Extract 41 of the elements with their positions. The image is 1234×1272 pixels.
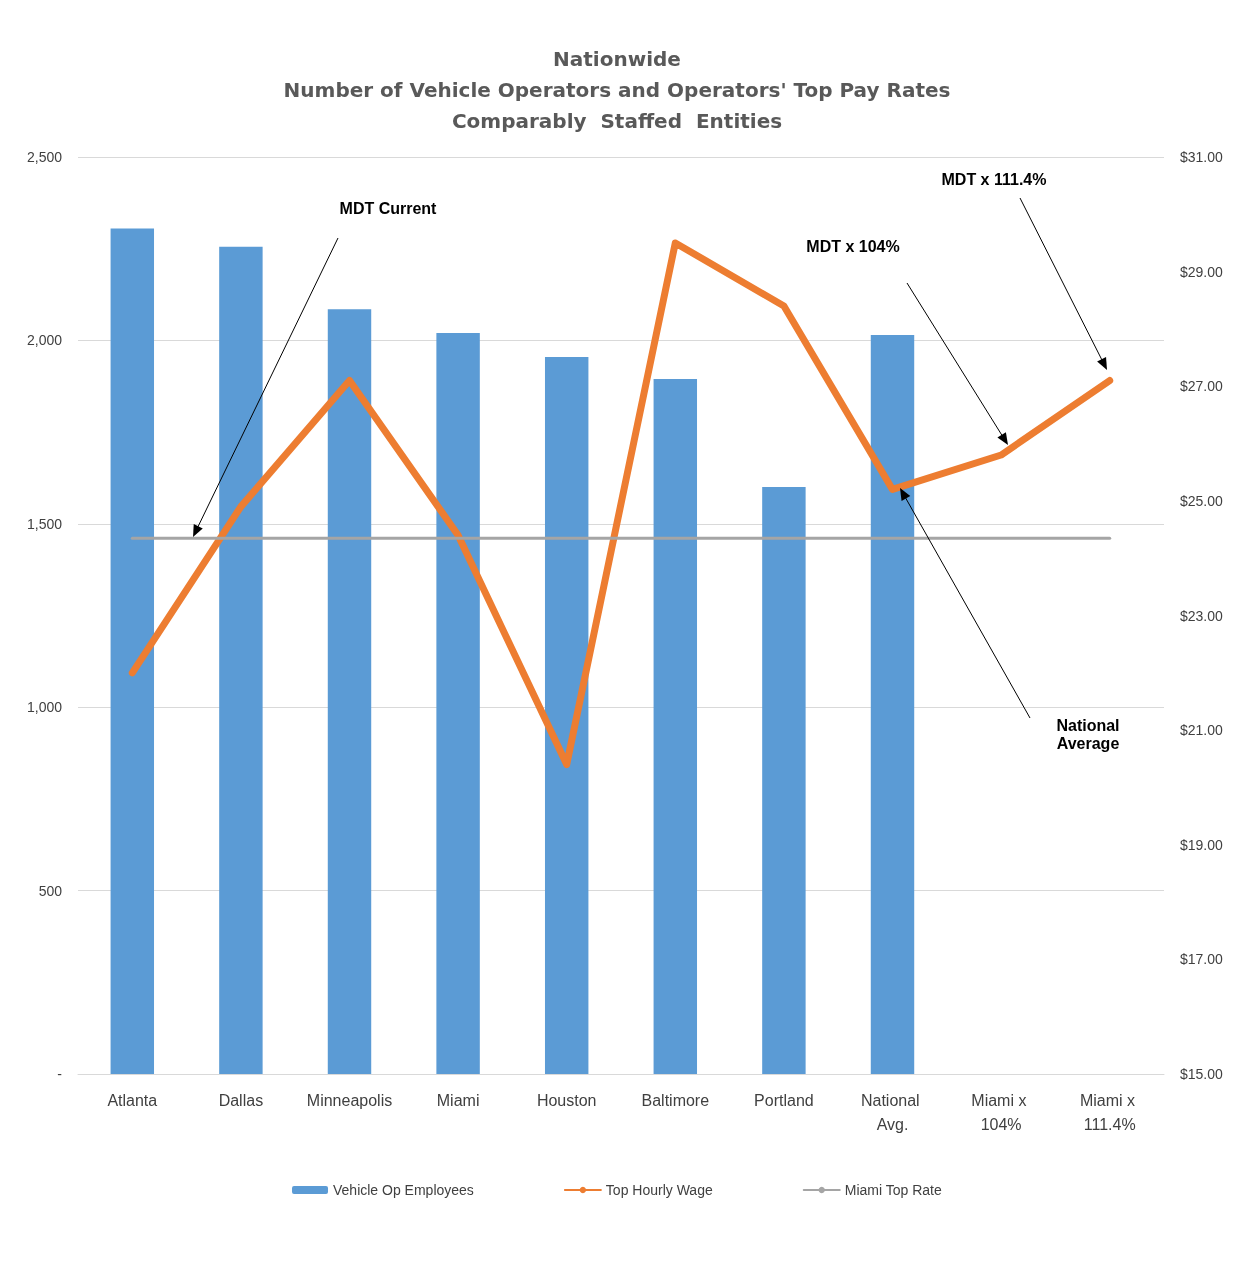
x-tick-label: Minneapolis (306, 1091, 393, 1109)
x-tick-label: National Avg. (860, 1091, 925, 1133)
bar (544, 356, 589, 1074)
legend-label: Miami Top Rate (844, 1182, 942, 1198)
annotation: National Average (1055, 717, 1121, 753)
legend-label: Top Hourly Wage (605, 1182, 713, 1198)
x-tick-label: Dallas (218, 1091, 264, 1109)
y2-tick-label: $21.00 (1180, 722, 1224, 739)
y2-tick-label: $27.00 (1180, 378, 1224, 395)
bar (327, 309, 372, 1074)
legend-label: Vehicle Op Employees (333, 1182, 474, 1198)
y-tick-label: 2,000 (26, 332, 63, 349)
y2-tick-label: $29.00 (1180, 263, 1224, 280)
y-tick-label: 2,500 (26, 149, 63, 165)
y2-tick-label: $19.00 (1180, 836, 1224, 853)
bar (870, 334, 915, 1074)
bar (436, 333, 480, 1074)
x-tick-label: Baltimore (641, 1091, 710, 1109)
y-tick-label: 1,000 (26, 699, 63, 716)
x-tick-label: Miami (436, 1091, 480, 1109)
annotation: MDT x 104% (805, 238, 901, 256)
y2-tick-label: $31.00 (1180, 149, 1224, 165)
annotation: MDT Current (338, 200, 438, 218)
bar (110, 228, 155, 1074)
x-tick-label: Portland (754, 1091, 814, 1109)
x-tick-label: Miami x 111.4% (1079, 1091, 1140, 1133)
bar (653, 378, 698, 1074)
x-tick-label: Miami x 104% (971, 1091, 1031, 1133)
y2-tick-label: $15.00 (1180, 1066, 1224, 1082)
chart-title: Nationwide Number of Vehicle Operators and Operators' Top Pay Rates Comparably Staffed Entities (283, 46, 951, 133)
x-tick-label: Houston (536, 1091, 597, 1109)
y2-tick-label: $17.00 (1180, 951, 1224, 968)
y-tick-label: - (57, 1066, 63, 1082)
annotation: MDT x 111.4% (940, 171, 1048, 189)
bar (762, 487, 806, 1074)
y-tick-label: 1,500 (26, 515, 63, 532)
y2-tick-label: $23.00 (1180, 607, 1224, 624)
bar (219, 246, 263, 1074)
y2-tick-label: $25.00 (1180, 492, 1224, 509)
x-tick-label: Atlanta (107, 1091, 158, 1109)
y-tick-label: 500 (38, 882, 63, 899)
